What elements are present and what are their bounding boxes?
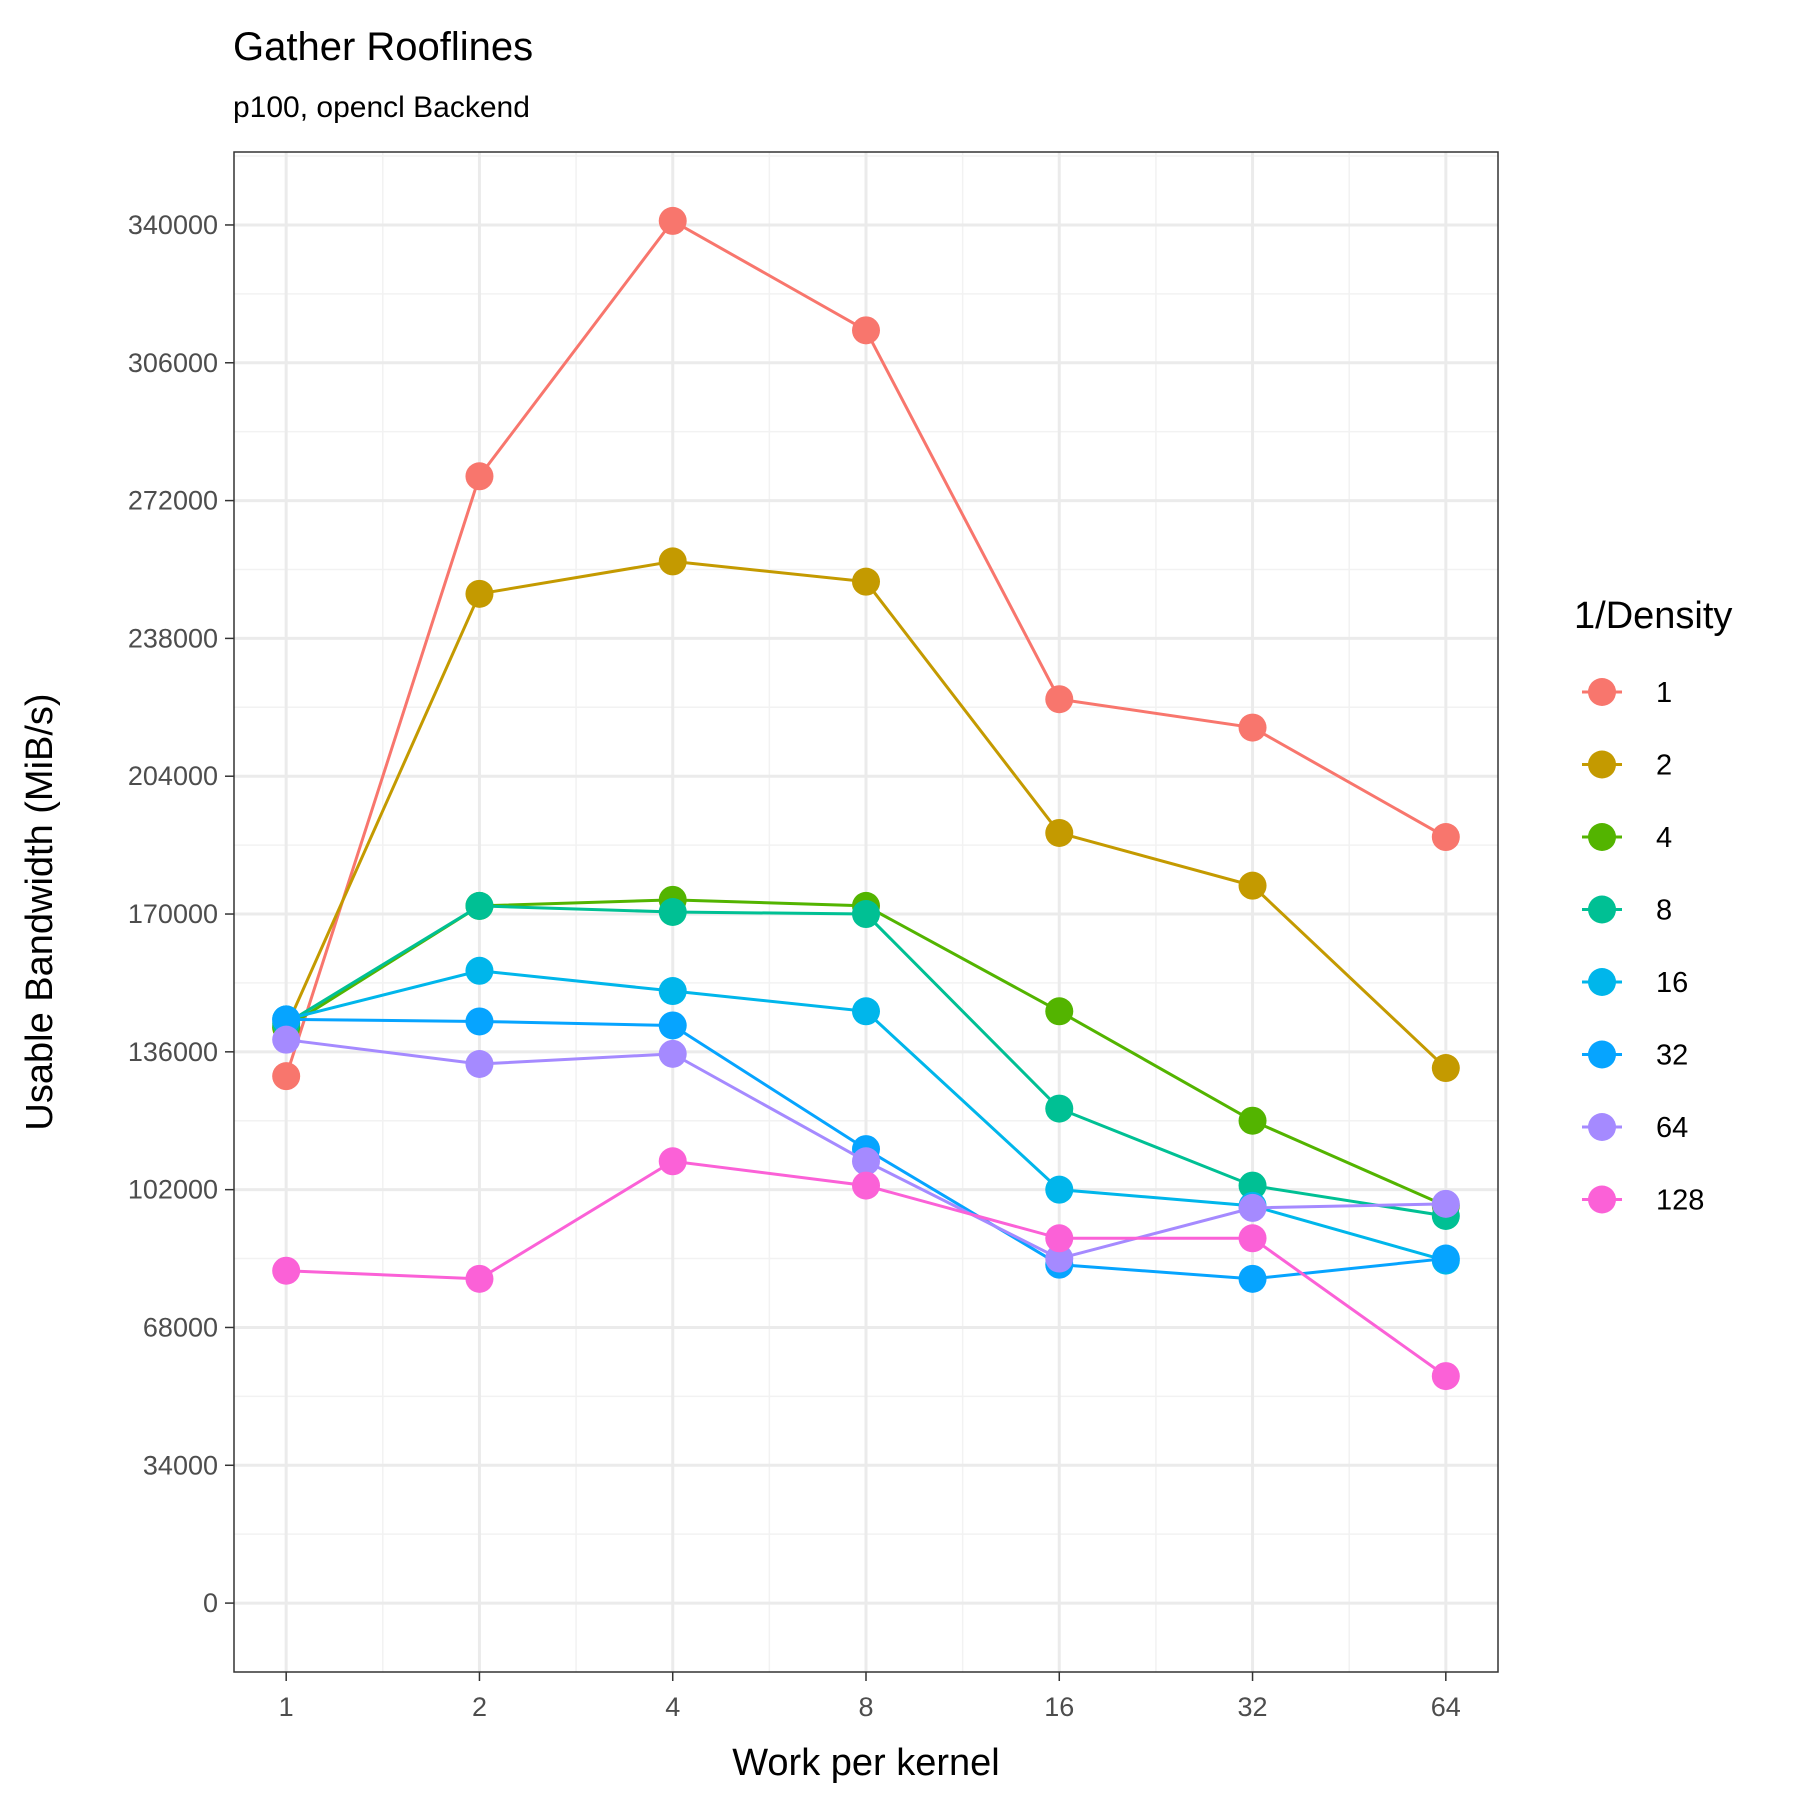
- data-point: [1238, 713, 1267, 742]
- y-tick-label: 272000: [128, 486, 218, 516]
- y-tick-label: 238000: [128, 623, 218, 653]
- y-tick-label: 170000: [128, 899, 218, 929]
- data-point: [852, 316, 880, 345]
- legend-label: 2: [1656, 750, 1672, 782]
- legend-label: 1: [1656, 677, 1672, 709]
- data-point: [1045, 1224, 1074, 1253]
- data-point: [1238, 1193, 1267, 1222]
- data-point: [658, 898, 687, 926]
- y-tick-label: 68000: [143, 1312, 218, 1342]
- legend-key-point: [1588, 968, 1616, 996]
- data-point: [465, 579, 494, 608]
- data-point: [272, 1025, 301, 1054]
- data-point: [272, 1062, 301, 1091]
- data-point: [465, 1050, 494, 1078]
- series-2: [272, 547, 1460, 1083]
- y-axis-title: Usable Bandwidth (MiB/s): [19, 693, 61, 1130]
- data-point: [465, 1007, 494, 1036]
- legend-item: 8: [1582, 895, 1672, 927]
- data-point: [465, 462, 494, 491]
- data-point: [1045, 1175, 1074, 1204]
- legend-item: 32: [1582, 1040, 1688, 1072]
- legend-key-point: [1588, 678, 1616, 706]
- y-tick-label: 204000: [128, 761, 218, 791]
- legend-label: 4: [1656, 822, 1672, 854]
- legend-label: 8: [1656, 895, 1672, 927]
- data-point: [658, 1011, 687, 1040]
- data-point: [852, 567, 880, 596]
- y-tick-label: 34000: [143, 1450, 218, 1480]
- series-1: [272, 206, 1460, 1091]
- series-64: [272, 1025, 1460, 1273]
- legend-item: 4: [1582, 822, 1672, 854]
- data-point: [658, 1147, 687, 1176]
- data-point: [658, 977, 687, 1006]
- x-tick-label: 16: [1044, 1692, 1074, 1722]
- data-point: [658, 547, 687, 576]
- legend-title: 1/Density: [1574, 595, 1732, 637]
- data-point: [658, 206, 687, 235]
- data-point: [1238, 1264, 1267, 1293]
- legend-item: 16: [1582, 967, 1688, 999]
- x-tick-label: 4: [665, 1692, 680, 1722]
- legend-item: 64: [1582, 1112, 1688, 1144]
- data-point: [272, 1256, 301, 1285]
- x-tick-label: 8: [858, 1692, 873, 1722]
- data-point: [1045, 1244, 1074, 1273]
- legend-key-point: [1588, 823, 1616, 851]
- legend-label: 64: [1656, 1112, 1688, 1144]
- data-point: [1431, 1244, 1460, 1273]
- data-point: [465, 956, 494, 985]
- legend-key-point: [1588, 1113, 1616, 1141]
- data-point: [852, 900, 880, 929]
- data-point: [465, 1264, 494, 1293]
- legend-item: 2: [1582, 750, 1672, 782]
- data-point: [1045, 685, 1074, 714]
- legend-item: 128: [1582, 1185, 1704, 1217]
- legend-label: 128: [1656, 1185, 1704, 1217]
- series-128: [272, 1147, 1460, 1391]
- data-point: [1431, 1054, 1460, 1083]
- y-tick-label: 306000: [128, 348, 218, 378]
- y-tick-label: 136000: [128, 1037, 218, 1067]
- legend-key-point: [1588, 750, 1616, 779]
- x-axis: 1 2 4 8 16 32 64: [279, 1672, 1461, 1722]
- legend-label: 32: [1656, 1040, 1688, 1072]
- legend-key-point: [1588, 1185, 1616, 1214]
- data-point: [465, 891, 494, 920]
- x-tick-label: 64: [1431, 1692, 1461, 1722]
- data-point: [272, 1005, 301, 1034]
- legend-item: 1: [1582, 677, 1672, 709]
- data-point: [658, 1039, 687, 1068]
- data-point: [1238, 1171, 1267, 1200]
- x-tick-label: 2: [472, 1692, 487, 1722]
- legend-key-point: [1588, 1040, 1616, 1069]
- data-point: [1238, 1224, 1267, 1253]
- data-point: [1238, 871, 1267, 900]
- chart-title: Gather Rooflines: [233, 25, 533, 69]
- data-point: [1431, 1362, 1460, 1391]
- y-axis: 0 34000 68000 102000 136000 170000 204000 23800…: [128, 210, 234, 1618]
- legend: 1/Density 1 2 4 8 16 32 64 128: [1574, 595, 1732, 1217]
- data-point: [1045, 818, 1074, 847]
- y-tick-label: 0: [203, 1588, 218, 1618]
- data-point: [852, 997, 880, 1026]
- data-point: [1045, 997, 1074, 1026]
- legend-label: 16: [1656, 967, 1688, 999]
- y-tick-label: 102000: [128, 1175, 218, 1205]
- data-point: [852, 1147, 880, 1176]
- y-tick-label: 340000: [128, 210, 218, 240]
- data-point: [1431, 1189, 1460, 1218]
- data-point: [1431, 823, 1460, 852]
- chart-subtitle: p100, opencl Backend: [233, 91, 530, 124]
- x-tick-label: 32: [1238, 1692, 1268, 1722]
- data-point: [852, 1171, 880, 1200]
- series-layer: [272, 206, 1460, 1391]
- data-point: [1238, 1106, 1267, 1135]
- legend-key-point: [1588, 895, 1616, 924]
- data-point: [1045, 1094, 1074, 1123]
- x-tick-label: 1: [279, 1692, 294, 1722]
- x-axis-title: Work per kernel: [732, 1742, 1000, 1784]
